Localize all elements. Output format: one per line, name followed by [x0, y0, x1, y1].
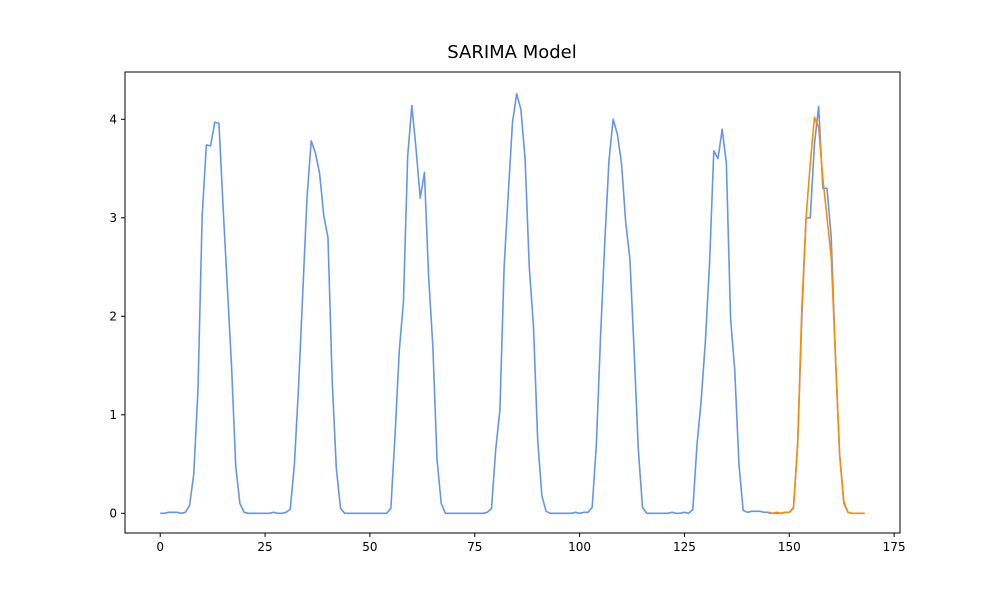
y-tick-label: 3 — [109, 211, 117, 225]
plot-frame — [124, 71, 901, 534]
y-tick-label: 0 — [109, 506, 117, 520]
y-tick-label: 1 — [109, 408, 117, 422]
y-tick-label: 4 — [109, 112, 117, 126]
chart-title: SARIMA Model — [447, 42, 577, 63]
x-tick-label: 150 — [778, 540, 801, 554]
x-tick-label: 0 — [156, 540, 164, 554]
x-tick-label: 25 — [257, 540, 272, 554]
x-tick-label: 50 — [362, 540, 377, 554]
x-tick-label: 125 — [673, 540, 696, 554]
y-tick-label: 2 — [109, 309, 117, 323]
x-tick-label: 75 — [467, 540, 482, 554]
x-tick-label: 100 — [568, 540, 591, 554]
line-series — [160, 92, 849, 515]
x-tick-label: 175 — [883, 540, 906, 554]
line-series — [768, 116, 865, 515]
